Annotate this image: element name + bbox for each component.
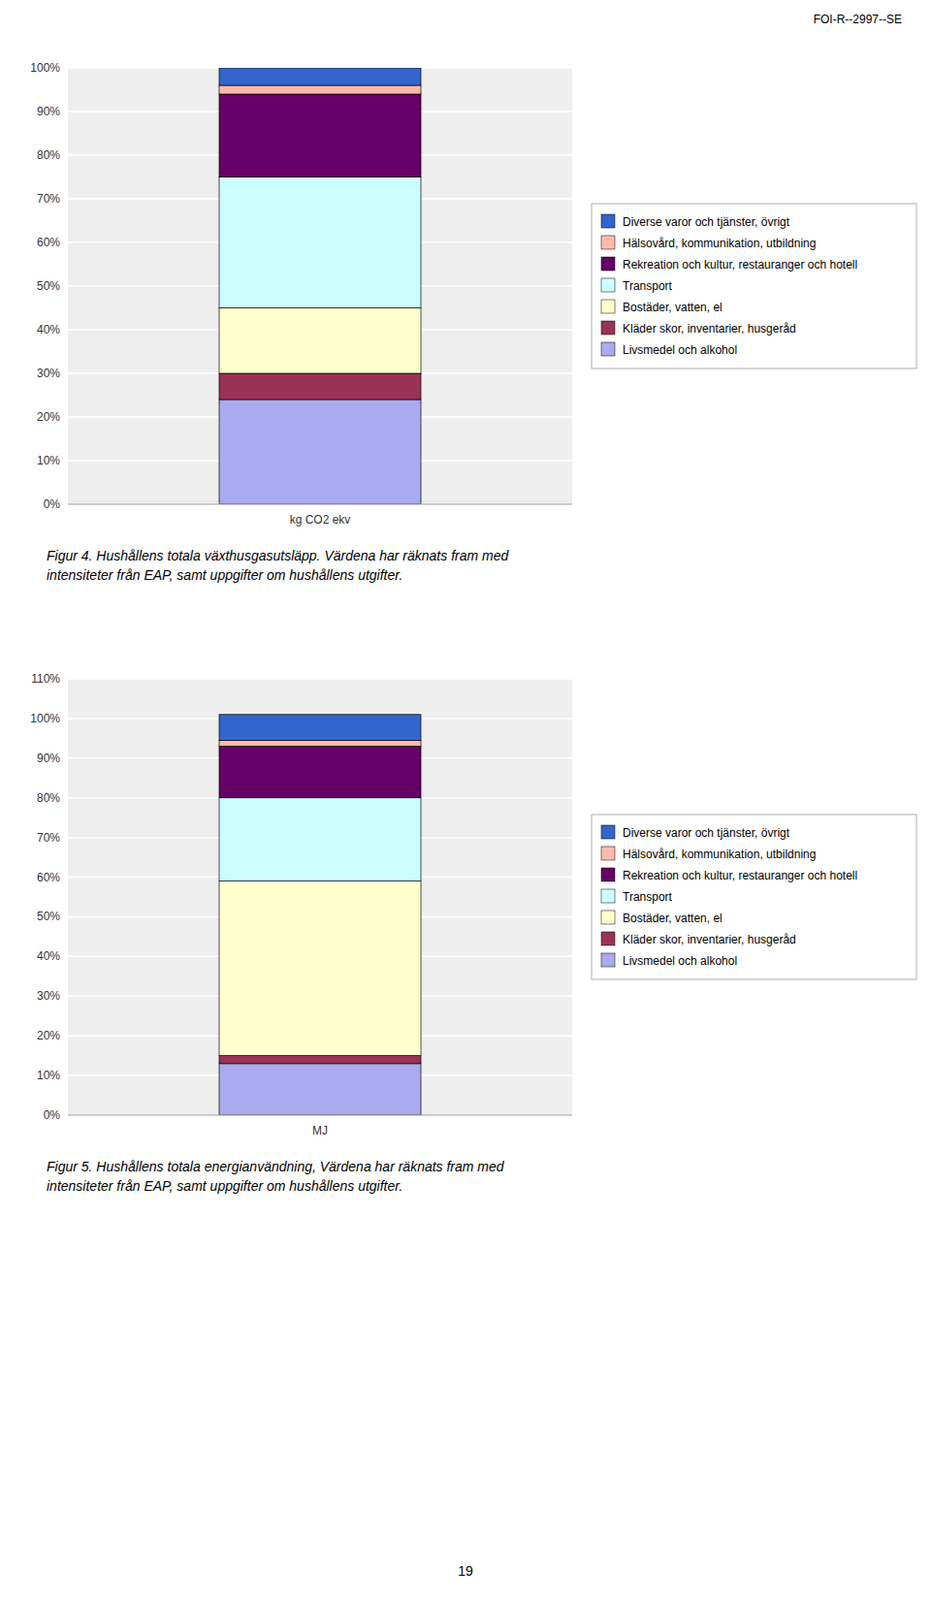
grid-line xyxy=(67,677,573,680)
plot-background xyxy=(67,67,573,505)
y-tick-label: 0% xyxy=(43,1108,62,1123)
bar-segment xyxy=(219,85,421,95)
legend-label: Rekreation och kultur, restauranger och … xyxy=(622,257,858,272)
bar-segment xyxy=(219,373,421,400)
y-tick-label: 60% xyxy=(36,870,61,885)
y-tick-label: 50% xyxy=(36,279,61,293)
y-tick-label: 20% xyxy=(36,410,61,424)
legend-swatch xyxy=(601,342,615,356)
caption-line: Figur 4. Hushållens totala växthusgasuts… xyxy=(46,547,510,564)
legend-label: Kläder skor, inventarier, husgeråd xyxy=(622,321,797,336)
y-tick-label: 70% xyxy=(36,831,61,845)
legend-label: Transport xyxy=(622,279,674,293)
y-tick-label: 100% xyxy=(30,711,61,726)
legend-label: Livsmedel och alkohol xyxy=(622,343,738,357)
legend: Diverse varor och tjänster, övrigt Hälsov… xyxy=(591,203,917,369)
legend-swatch xyxy=(601,846,615,861)
legend-frame xyxy=(591,814,917,980)
legend-label: Bostäder, vatten, el xyxy=(622,300,723,315)
y-tick-label: 110% xyxy=(31,672,61,686)
y-tick-label: 100% xyxy=(30,61,61,75)
caption-line: intensiteter från EAP, samt uppgifter om… xyxy=(46,567,403,583)
y-tick-label: 20% xyxy=(36,1028,61,1043)
y-tick-label: 80% xyxy=(36,148,61,162)
bars xyxy=(219,67,421,505)
legend-swatch xyxy=(601,889,615,903)
legend-swatch xyxy=(601,299,615,314)
legend-swatch xyxy=(601,910,615,925)
y-tick-label: 60% xyxy=(36,235,61,250)
y-tick-label: 0% xyxy=(43,497,62,512)
y-tick-label: 40% xyxy=(36,949,61,964)
x-tick-label: kg CO2 ekv xyxy=(289,513,352,527)
y-tick-label: 50% xyxy=(36,909,61,924)
bar-segment xyxy=(219,714,421,741)
x-tick-label: MJ xyxy=(312,1123,328,1138)
legend-label: Transport xyxy=(622,890,674,904)
chart: 0% 10% 20% 30% 40% 50% 60% 70% 80% 90% 100% kg CO2 … xyxy=(30,61,917,583)
legend: Diverse varor och tjänster, övrigt Hälsov… xyxy=(591,814,917,980)
y-tick-label: 90% xyxy=(36,751,61,766)
y-tick-label: 80% xyxy=(36,791,61,805)
legend-swatch xyxy=(601,931,615,946)
y-tick-label: 90% xyxy=(36,104,61,119)
legend-swatch xyxy=(601,867,615,882)
y-tick-label: 40% xyxy=(36,322,61,337)
legend-label: Diverse varor och tjänster, övrigt xyxy=(622,215,791,229)
bar-segment xyxy=(219,177,421,309)
y-tick-label: 10% xyxy=(36,453,61,468)
legend-label: Diverse varor och tjänster, övrigt xyxy=(622,826,791,840)
page: FOI-R--2997--SE 19 0% 10% 20% 30% 40% 50% 60% 70%… xyxy=(0,0,931,1600)
bar-segment xyxy=(219,798,421,882)
legend-label: Rekreation och kultur, restauranger och … xyxy=(622,868,858,883)
bar-segment xyxy=(219,94,421,178)
bars xyxy=(219,714,421,1116)
page-number: 19 xyxy=(457,1563,474,1579)
x-axis-line xyxy=(67,504,573,506)
legend-label: Hälsovård, kommunikation, utbildning xyxy=(622,847,816,862)
bar-segment xyxy=(219,746,421,799)
legend-label: Livsmedel och alkohol xyxy=(622,954,738,968)
y-tick-label: 30% xyxy=(36,366,61,381)
plot-background xyxy=(67,678,573,1116)
caption: Figur 4. Hushållens totala växthusgasuts… xyxy=(46,547,510,583)
legend-label: Bostäder, vatten, el xyxy=(622,911,723,926)
legend-swatch xyxy=(601,825,615,839)
y-tick-label: 30% xyxy=(36,989,61,1003)
bar-segment xyxy=(219,67,421,86)
bar-segment xyxy=(219,881,421,1057)
legend-swatch xyxy=(601,278,615,292)
legend-label: Hälsovård, kommunikation, utbildning xyxy=(622,236,816,251)
legend-swatch xyxy=(601,214,615,228)
legend-frame xyxy=(591,203,917,369)
y-tick-label: 10% xyxy=(36,1068,61,1083)
legend-swatch xyxy=(601,256,615,271)
legend-swatch xyxy=(601,321,615,335)
legend-swatch xyxy=(601,953,615,967)
bar-segment xyxy=(219,399,421,505)
bar-segment xyxy=(219,1063,421,1116)
bar-segment xyxy=(219,308,421,375)
bar-segment xyxy=(219,1056,421,1064)
legend-label: Kläder skor, inventarier, husgeråd xyxy=(622,932,797,947)
caption: Figur 5. Hushållens totala energianvändn… xyxy=(46,1158,506,1194)
chart: 0% 10% 20% 30% 40% 50% 60% 70% 80% 90% 100% 110% MJ D… xyxy=(30,672,917,1194)
caption-line: Figur 5. Hushållens totala energianvändn… xyxy=(46,1158,506,1175)
x-axis-line xyxy=(67,1115,573,1117)
header: FOI-R--2997--SE xyxy=(813,12,902,27)
caption-line: intensiteter från EAP, samt uppgifter om… xyxy=(46,1178,403,1194)
y-tick-label: 70% xyxy=(36,192,61,206)
legend-swatch xyxy=(601,235,615,250)
bar-segment xyxy=(219,739,421,746)
